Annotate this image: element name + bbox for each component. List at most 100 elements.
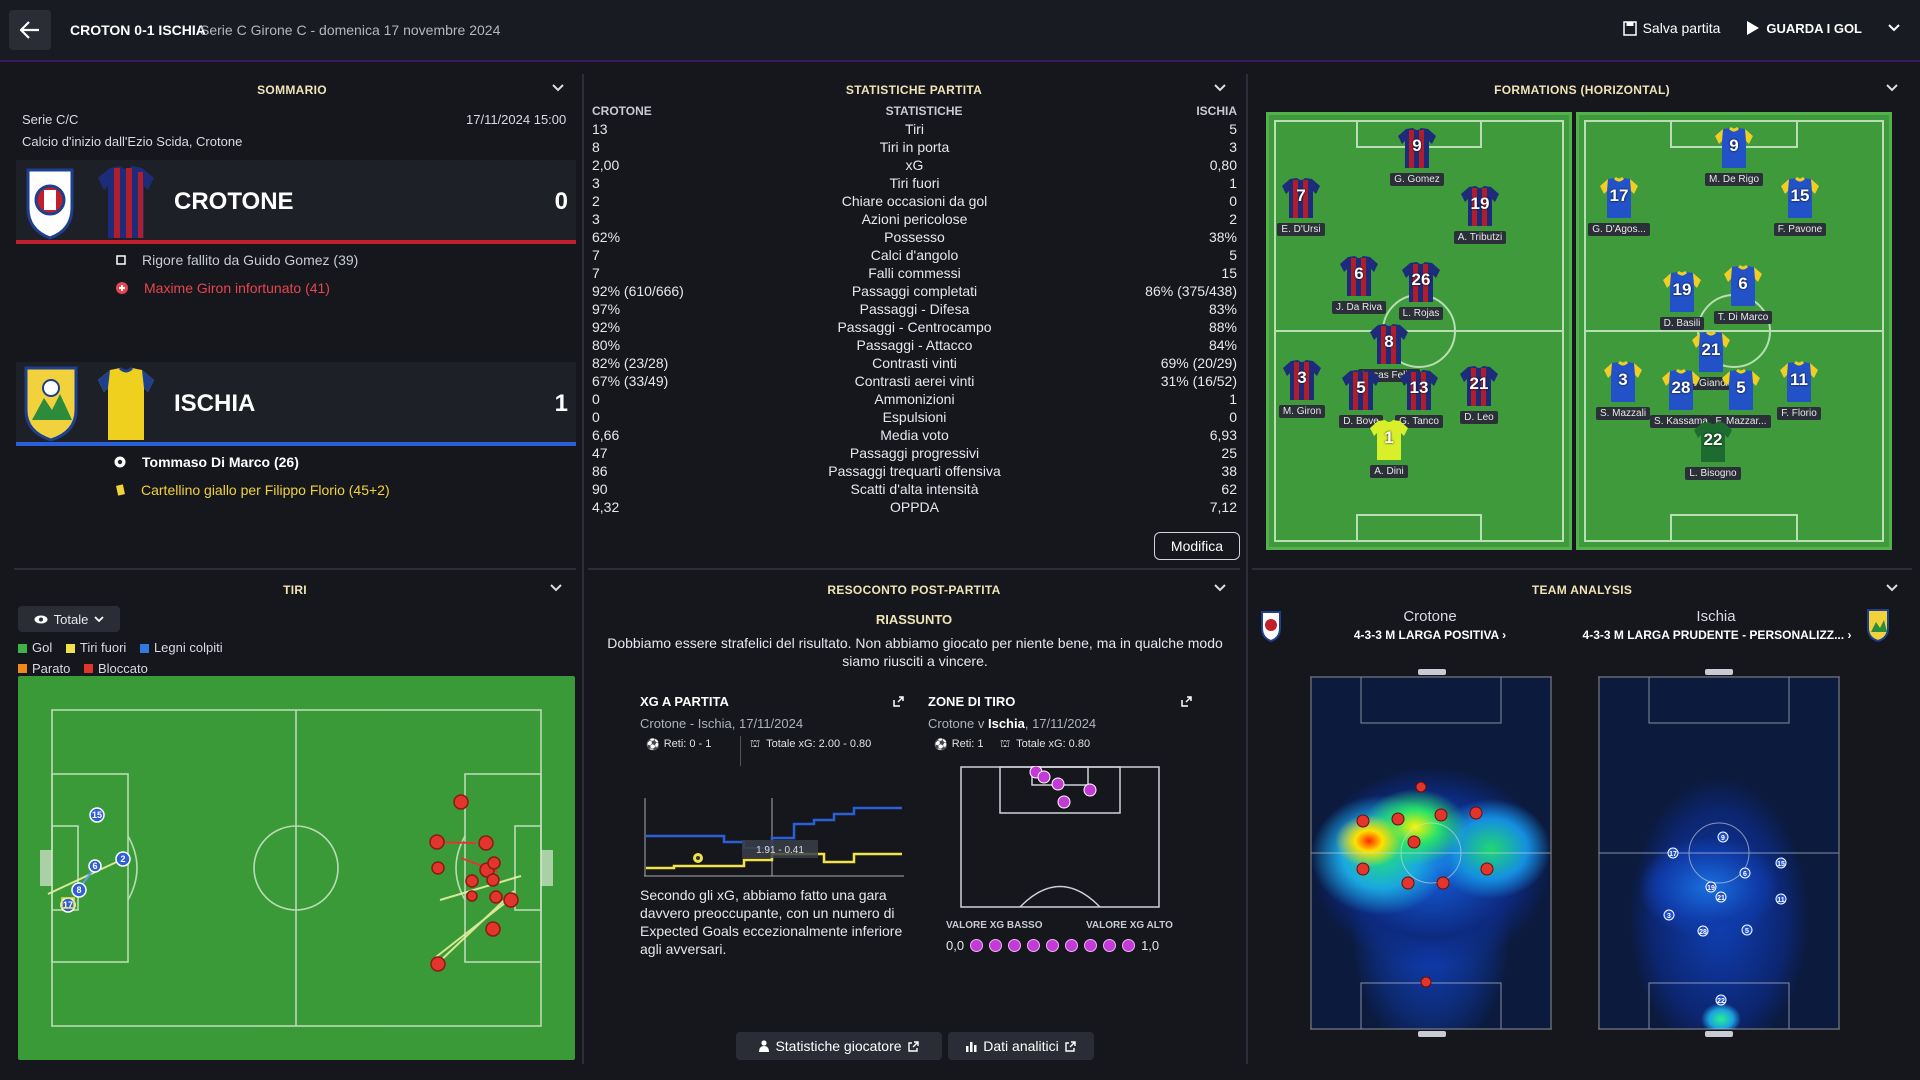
report-title: RESOCONTO POST-PARTITA — [827, 583, 1001, 597]
back-button[interactable] — [9, 10, 51, 50]
stats-row: 80% Passaggi - Attacco 84% — [592, 336, 1237, 354]
stat-name: Contrasti vinti — [872, 355, 957, 371]
stat-away-value: 0 — [1229, 409, 1237, 425]
stat-home-value: 8 — [592, 139, 600, 155]
player-away-10[interactable]: 22 L. Bisogno — [1678, 421, 1748, 481]
xg-goals: ⚽ Reti: 0 - 1 — [646, 738, 711, 751]
player-number: 28 — [1671, 378, 1691, 397]
stat-name: Azioni pericolose — [861, 211, 968, 227]
expand-icon[interactable] — [893, 696, 904, 707]
xg-scale-min: 0,0 — [946, 938, 965, 953]
player-away-7[interactable]: 28 S. Kassama — [1646, 369, 1716, 429]
player-name: E. D'Ursi — [1277, 223, 1325, 236]
formations-header[interactable]: FORMATIONS (HORIZONTAL) — [1252, 72, 1912, 108]
player-away-2[interactable]: 15 F. Pavone — [1765, 177, 1835, 237]
home-tactic-link[interactable]: 4-3-3 M LARGA POSITIVA › — [1353, 628, 1507, 642]
home-event-2-text: Maxime Giron infortunato (41) — [144, 280, 330, 296]
zones-match-team: Ischia — [987, 716, 1025, 731]
team-analysis-header[interactable]: TEAM ANALYSIS — [1252, 572, 1912, 608]
player-away-8[interactable]: 5 F. Mazzar... — [1706, 369, 1776, 429]
stats-row: 97% Passaggi - Difesa 83% — [592, 300, 1237, 318]
chevron-down-icon[interactable] — [1888, 24, 1900, 32]
player-name: D. Bove — [1339, 415, 1383, 428]
stats-col-name: STATISTICHE — [885, 104, 963, 118]
shots-header[interactable]: TIRI — [14, 572, 576, 608]
stat-away-value: 6,93 — [1209, 427, 1237, 443]
player-home-7[interactable]: 5 D. Bove — [1326, 369, 1396, 429]
summary-header[interactable]: SOMMARIO — [6, 72, 578, 108]
player-away-0[interactable]: 9 M. De Rigo — [1699, 127, 1769, 187]
report-header[interactable]: RESOCONTO POST-PARTITA — [588, 572, 1240, 608]
chevron-down-icon[interactable] — [1886, 584, 1898, 592]
player-shirt-icon: 21 — [1459, 365, 1499, 407]
player-shirt-icon: 15 — [1780, 177, 1820, 219]
player-home-6[interactable]: 3 M. Giron — [1267, 359, 1337, 419]
player-away-9[interactable]: 11 F. Florio — [1764, 361, 1834, 421]
watch-goals-button[interactable]: GUARDA I GOL — [1746, 20, 1862, 36]
stat-name: Scatti d'alta intensità — [850, 481, 979, 497]
home-team-label: Crotone — [1403, 608, 1457, 625]
stadium-icon: ⛫ — [1000, 738, 1011, 750]
expand-icon[interactable] — [1181, 696, 1192, 707]
player-number: 19 — [1470, 194, 1490, 213]
stat-name: Tiri fuori — [889, 175, 940, 191]
player-home-5[interactable]: 8 Lucas Feli... — [1354, 323, 1424, 383]
player-home-1[interactable]: 7 E. D'Ursi — [1266, 177, 1336, 237]
chevron-down-icon[interactable] — [1886, 84, 1898, 92]
player-home-9[interactable]: 21 D. Leo — [1444, 365, 1514, 425]
stats-header[interactable]: STATISTICHE PARTITA — [588, 72, 1240, 108]
edit-stats-button[interactable]: Modifica — [1154, 532, 1240, 560]
xg-scale-dot — [1065, 939, 1079, 952]
player-stats-button[interactable]: Statistiche giocatore — [736, 1032, 942, 1060]
xg-scale: 0,0 1,0 — [946, 938, 1159, 953]
player-number: 13 — [1409, 378, 1429, 397]
player-name: F. Florio — [1777, 407, 1821, 420]
home-event-2: Maxime Giron infortunato (41) — [116, 280, 330, 296]
player-name: D. Basili — [1659, 317, 1705, 330]
player-away-5[interactable]: 21 F. Gianola — [1676, 331, 1746, 391]
player-shirt-icon: 11 — [1779, 361, 1819, 403]
away-tactic-label: 4-3-3 M LARGA PRUDENTE - PERSONALIZZ... — [1582, 628, 1845, 642]
stat-away-value: 38 — [1221, 463, 1237, 479]
away-tactic-link[interactable]: 4-3-3 M LARGA PRUDENTE - PERSONALIZZ... … — [1582, 628, 1852, 642]
external-link-icon — [907, 1040, 919, 1052]
watch-goals-label: GUARDA I GOL — [1766, 20, 1862, 36]
player-shirt-icon: 21 — [1691, 331, 1731, 373]
away-team-row: ISCHIA 1 — [16, 362, 576, 446]
summary-heading: RIASSUNTO — [875, 612, 953, 627]
home-heatmap-lines — [1311, 677, 1551, 1029]
legend-woodwork-label: Legni colpiti — [153, 640, 223, 655]
player-number: 21 — [1701, 340, 1721, 359]
player-home-3[interactable]: 6 J. Da Riva — [1324, 255, 1394, 315]
stats-row: 2 Chiare occasioni da gol 0 — [592, 192, 1237, 210]
stat-home-value: 7 — [592, 247, 600, 263]
chevron-down-icon[interactable] — [1214, 584, 1226, 592]
home-score: 0 — [554, 188, 568, 215]
player-shirt-icon: 19 — [1662, 271, 1702, 313]
analytics-button[interactable]: Dati analitici — [948, 1032, 1094, 1060]
player-away-1[interactable]: 17 G. D'Agos... — [1584, 177, 1654, 237]
stat-name: Espulsioni — [882, 409, 947, 425]
home-team-name: CROTONE — [174, 188, 294, 215]
player-away-3[interactable]: 19 D. Basili — [1647, 271, 1717, 331]
crotone-crest-small-icon — [1261, 611, 1281, 642]
player-home-4[interactable]: 26 L. Rojas — [1386, 261, 1456, 321]
summary-panel: SOMMARIO — [6, 72, 578, 562]
xg-scale-dot — [1008, 939, 1022, 952]
stat-away-value: 83% — [1208, 301, 1237, 317]
player-home-2[interactable]: 19 A. Tributzi — [1445, 185, 1515, 245]
player-home-0[interactable]: 9 G. Gomez — [1382, 127, 1452, 187]
player-away-6[interactable]: 3 S. Mazzali — [1588, 361, 1658, 421]
eye-icon — [34, 615, 48, 623]
player-home-10[interactable]: 1 A. Dini — [1354, 419, 1424, 479]
shots-filter-dropdown[interactable]: Totale — [18, 606, 120, 632]
player-away-4[interactable]: 6 T. Di Marco — [1708, 265, 1778, 325]
legend-off-target-label: Tiri fuori — [79, 640, 127, 655]
player-number: 9 — [1412, 136, 1422, 155]
bar-chart-icon — [966, 1041, 977, 1052]
chevron-down-icon[interactable] — [550, 584, 562, 592]
chevron-down-icon[interactable] — [1214, 84, 1226, 92]
player-home-8[interactable]: 13 G. Tanco — [1384, 369, 1454, 429]
save-match-button[interactable]: Salva partita — [1622, 20, 1720, 36]
chevron-down-icon[interactable] — [552, 84, 564, 92]
